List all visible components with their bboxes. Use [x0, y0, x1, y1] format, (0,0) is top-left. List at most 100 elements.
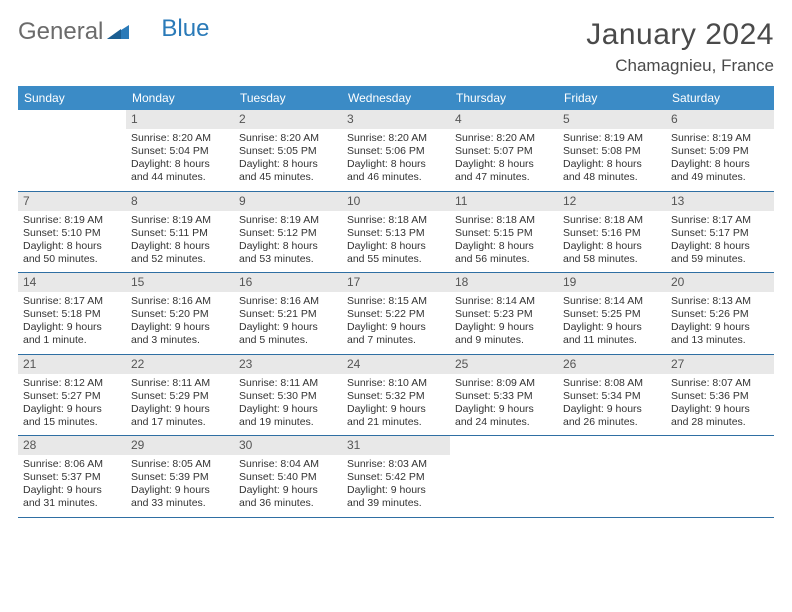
dow-row: Sunday Monday Tuesday Wednesday Thursday…	[18, 86, 774, 110]
day-number: 27	[666, 355, 774, 374]
day-cell: 24Sunrise: 8:10 AMSunset: 5:32 PMDayligh…	[342, 355, 450, 436]
daylight-text: and 7 minutes.	[347, 334, 445, 347]
day-number: 6	[666, 110, 774, 129]
day-number: 2	[234, 110, 342, 129]
sunset-text: Sunset: 5:39 PM	[131, 471, 229, 484]
day-number: 31	[342, 436, 450, 455]
sunrise-text: Sunrise: 8:20 AM	[239, 132, 337, 145]
day-cell: 17Sunrise: 8:15 AMSunset: 5:22 PMDayligh…	[342, 273, 450, 354]
daylight-text: and 59 minutes.	[671, 253, 769, 266]
day-cell	[450, 436, 558, 517]
day-number: 29	[126, 436, 234, 455]
daylight-text: and 53 minutes.	[239, 253, 337, 266]
sunrise-text: Sunrise: 8:19 AM	[563, 132, 661, 145]
sunrise-text: Sunrise: 8:17 AM	[671, 214, 769, 227]
sunset-text: Sunset: 5:12 PM	[239, 227, 337, 240]
daylight-text: and 44 minutes.	[131, 171, 229, 184]
daylight-text: Daylight: 9 hours	[347, 403, 445, 416]
daylight-text: and 55 minutes.	[347, 253, 445, 266]
day-number: 3	[342, 110, 450, 129]
daylight-text: Daylight: 9 hours	[239, 403, 337, 416]
daylight-text: Daylight: 8 hours	[671, 158, 769, 171]
day-cell: 14Sunrise: 8:17 AMSunset: 5:18 PMDayligh…	[18, 273, 126, 354]
sunset-text: Sunset: 5:18 PM	[23, 308, 121, 321]
daylight-text: and 28 minutes.	[671, 416, 769, 429]
day-number: 18	[450, 273, 558, 292]
day-cell	[558, 436, 666, 517]
sunrise-text: Sunrise: 8:04 AM	[239, 458, 337, 471]
sunset-text: Sunset: 5:29 PM	[131, 390, 229, 403]
daylight-text: Daylight: 8 hours	[563, 240, 661, 253]
day-number: 1	[126, 110, 234, 129]
dow-tuesday: Tuesday	[234, 86, 342, 110]
day-cell	[666, 436, 774, 517]
daylight-text: Daylight: 9 hours	[347, 484, 445, 497]
week-row: 1Sunrise: 8:20 AMSunset: 5:04 PMDaylight…	[18, 110, 774, 192]
sunrise-text: Sunrise: 8:05 AM	[131, 458, 229, 471]
daylight-text: Daylight: 9 hours	[671, 321, 769, 334]
day-cell: 27Sunrise: 8:07 AMSunset: 5:36 PMDayligh…	[666, 355, 774, 436]
day-cell: 19Sunrise: 8:14 AMSunset: 5:25 PMDayligh…	[558, 273, 666, 354]
day-cell: 4Sunrise: 8:20 AMSunset: 5:07 PMDaylight…	[450, 110, 558, 191]
sunset-text: Sunset: 5:30 PM	[239, 390, 337, 403]
daylight-text: and 33 minutes.	[131, 497, 229, 510]
daylight-text: and 13 minutes.	[671, 334, 769, 347]
dow-thursday: Thursday	[450, 86, 558, 110]
dow-monday: Monday	[126, 86, 234, 110]
daylight-text: Daylight: 8 hours	[455, 240, 553, 253]
day-number: 26	[558, 355, 666, 374]
daylight-text: Daylight: 9 hours	[455, 403, 553, 416]
sunset-text: Sunset: 5:06 PM	[347, 145, 445, 158]
sunset-text: Sunset: 5:22 PM	[347, 308, 445, 321]
daylight-text: and 45 minutes.	[239, 171, 337, 184]
sunset-text: Sunset: 5:16 PM	[563, 227, 661, 240]
daylight-text: and 36 minutes.	[239, 497, 337, 510]
day-cell: 3 Sunrise: 8:20 AMSunset: 5:06 PMDaylight…	[342, 110, 450, 191]
sunset-text: Sunset: 5:21 PM	[239, 308, 337, 321]
day-cell: 8Sunrise: 8:19 AMSunset: 5:11 PMDaylight…	[126, 192, 234, 273]
day-number: 17	[342, 273, 450, 292]
day-cell: 16Sunrise: 8:16 AMSunset: 5:21 PMDayligh…	[234, 273, 342, 354]
day-cell: 13Sunrise: 8:17 AMSunset: 5:17 PMDayligh…	[666, 192, 774, 273]
daylight-text: and 1 minute.	[23, 334, 121, 347]
sunrise-text: Sunrise: 8:20 AM	[347, 132, 445, 145]
daylight-text: and 50 minutes.	[23, 253, 121, 266]
daylight-text: Daylight: 9 hours	[455, 321, 553, 334]
day-cell: 29Sunrise: 8:05 AMSunset: 5:39 PMDayligh…	[126, 436, 234, 517]
sunset-text: Sunset: 5:25 PM	[563, 308, 661, 321]
sunset-text: Sunset: 5:42 PM	[347, 471, 445, 484]
day-cell: 6Sunrise: 8:19 AMSunset: 5:09 PMDaylight…	[666, 110, 774, 191]
sunset-text: Sunset: 5:37 PM	[23, 471, 121, 484]
dow-saturday: Saturday	[666, 86, 774, 110]
day-number: 28	[18, 436, 126, 455]
daylight-text: and 21 minutes.	[347, 416, 445, 429]
sunset-text: Sunset: 5:11 PM	[131, 227, 229, 240]
daylight-text: Daylight: 9 hours	[23, 403, 121, 416]
daylight-text: Daylight: 8 hours	[347, 158, 445, 171]
title-block: January 2024 Chamagnieu, France	[586, 18, 774, 76]
sunset-text: Sunset: 5:20 PM	[131, 308, 229, 321]
day-number: 16	[234, 273, 342, 292]
week-row: 28Sunrise: 8:06 AMSunset: 5:37 PMDayligh…	[18, 436, 774, 518]
location-label: Chamagnieu, France	[586, 56, 774, 76]
daylight-text: Daylight: 9 hours	[563, 403, 661, 416]
daylight-text: Daylight: 8 hours	[131, 158, 229, 171]
sunset-text: Sunset: 5:15 PM	[455, 227, 553, 240]
day-cell: 22Sunrise: 8:11 AMSunset: 5:29 PMDayligh…	[126, 355, 234, 436]
sunrise-text: Sunrise: 8:15 AM	[347, 295, 445, 308]
sunrise-text: Sunrise: 8:19 AM	[131, 214, 229, 227]
daylight-text: and 58 minutes.	[563, 253, 661, 266]
day-cell: 21Sunrise: 8:12 AMSunset: 5:27 PMDayligh…	[18, 355, 126, 436]
day-cell: 5Sunrise: 8:19 AMSunset: 5:08 PMDaylight…	[558, 110, 666, 191]
sunrise-text: Sunrise: 8:19 AM	[23, 214, 121, 227]
daylight-text: and 9 minutes.	[455, 334, 553, 347]
sunrise-text: Sunrise: 8:19 AM	[239, 214, 337, 227]
calendar: Sunday Monday Tuesday Wednesday Thursday…	[18, 86, 774, 518]
dow-sunday: Sunday	[18, 86, 126, 110]
sunrise-text: Sunrise: 8:18 AM	[347, 214, 445, 227]
sunrise-text: Sunrise: 8:13 AM	[671, 295, 769, 308]
day-number: 21	[18, 355, 126, 374]
day-cell: 30Sunrise: 8:04 AMSunset: 5:40 PMDayligh…	[234, 436, 342, 517]
day-cell: 2Sunrise: 8:20 AMSunset: 5:05 PMDaylight…	[234, 110, 342, 191]
sunset-text: Sunset: 5:34 PM	[563, 390, 661, 403]
